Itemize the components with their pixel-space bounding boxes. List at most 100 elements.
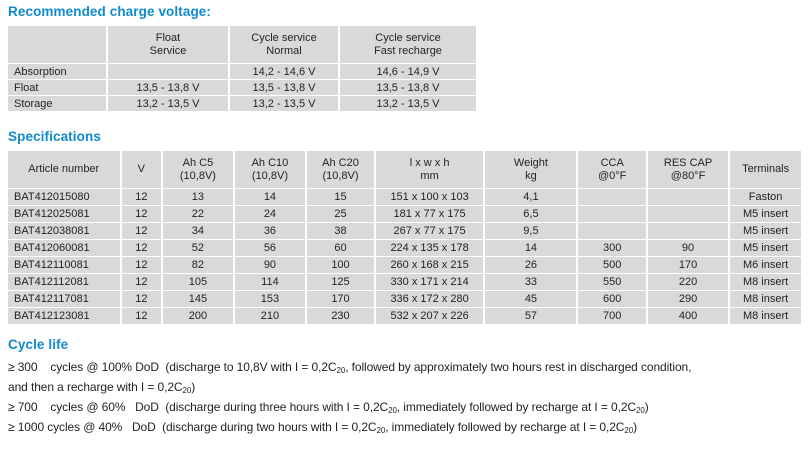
cycle-life-line: ≥ 300 cycles @ 100% DoD (discharge to 10… bbox=[8, 358, 803, 378]
table-cell bbox=[647, 223, 729, 239]
text-segment: ) bbox=[644, 400, 649, 414]
subscript-text: 20 bbox=[182, 386, 192, 395]
text-segment: , followed by approximately two hours re… bbox=[345, 360, 692, 374]
table-cell: 90 bbox=[647, 240, 729, 256]
table-cell: BAT412060081 bbox=[8, 240, 120, 256]
table-cell bbox=[647, 206, 729, 222]
table-cell: M5 insert bbox=[730, 206, 801, 222]
text-segment: ) bbox=[191, 380, 196, 394]
table-cell: 151 x 100 x 103 bbox=[375, 189, 484, 205]
table-cell: 300 bbox=[578, 240, 646, 256]
table-cell: BAT412117081 bbox=[8, 291, 120, 307]
table-cell: 14,2 - 14,6 V bbox=[230, 64, 338, 79]
table-row: BAT412112081 12 105 114 125 330 x 171 x 214 33… bbox=[8, 274, 801, 290]
table-cell: 12 bbox=[121, 223, 162, 239]
table-cell: 290 bbox=[647, 291, 729, 307]
subscript-text: 20 bbox=[624, 426, 634, 435]
column-header: Article number bbox=[8, 151, 120, 188]
table-cell bbox=[578, 189, 646, 205]
table-cell: 26 bbox=[485, 257, 577, 273]
table-cell: 22 bbox=[163, 206, 233, 222]
table-cell: 153 bbox=[234, 291, 306, 307]
text-segment: , immediately followed by recharge at I … bbox=[385, 420, 625, 434]
table-cell: 52 bbox=[163, 240, 233, 256]
column-header: Cycle service Fast recharge bbox=[340, 26, 476, 63]
charge-voltage-section: Recommended charge voltage: Float Servic… bbox=[8, 4, 803, 112]
table-cell: 114 bbox=[234, 274, 306, 290]
table-cell: 230 bbox=[307, 308, 374, 324]
table-cell: M8 insert bbox=[730, 291, 801, 307]
table-cell: 82 bbox=[163, 257, 233, 273]
table-cell: 224 x 135 x 178 bbox=[375, 240, 484, 256]
text-segment: , immediately followed by recharge at I … bbox=[396, 400, 636, 414]
table-row: BAT412025081 12 22 24 25 181 x 77 x 175 6,5 M5 … bbox=[8, 206, 801, 222]
table-cell: 25 bbox=[307, 206, 374, 222]
table-cell: 38 bbox=[307, 223, 374, 239]
table-cell: 4,1 bbox=[485, 189, 577, 205]
table-cell: 14 bbox=[485, 240, 577, 256]
table-cell: Faston bbox=[730, 189, 801, 205]
table-cell: M5 insert bbox=[730, 223, 801, 239]
table-row: BAT412110081 12 82 90 100 260 x 168 x 215 26 50… bbox=[8, 257, 801, 273]
table-cell: 13,5 - 13,8 V bbox=[230, 80, 338, 95]
text-segment: and then a recharge with I = 0,2C bbox=[8, 380, 183, 394]
table-cell: BAT412123081 bbox=[8, 308, 120, 324]
cycle-life-title: Cycle life bbox=[8, 337, 69, 352]
charge-voltage-table: Float Service Cycle service Normal Cycle s… bbox=[6, 25, 478, 112]
table-cell: Absorption bbox=[8, 64, 106, 79]
specifications-body: BAT412015080 12 13 14 15 151 x 100 x 103 4,1 Fa… bbox=[8, 189, 801, 324]
table-cell: 24 bbox=[234, 206, 306, 222]
table-cell: 550 bbox=[578, 274, 646, 290]
column-header: Cycle service Normal bbox=[230, 26, 338, 63]
table-cell: 56 bbox=[234, 240, 306, 256]
table-row: Float 13,5 - 13,8 V 13,5 - 13,8 V 13,5 - 13… bbox=[8, 80, 476, 95]
table-cell: 13 bbox=[163, 189, 233, 205]
subscript-text: 20 bbox=[336, 366, 346, 375]
table-row: Absorption 14,2 - 14,6 V 14,6 - 14,9 V bbox=[8, 64, 476, 79]
table-cell: 12 bbox=[121, 291, 162, 307]
cycle-life-line: ≥ 700 cycles @ 60% DoD (discharge during… bbox=[8, 398, 803, 418]
table-cell: 330 x 171 x 214 bbox=[375, 274, 484, 290]
table-cell bbox=[578, 206, 646, 222]
text-segment: ≥ 700 cycles @ 60% DoD (discharge during… bbox=[8, 400, 389, 414]
table-cell: 15 bbox=[307, 189, 374, 205]
table-cell: M5 insert bbox=[730, 240, 801, 256]
table-cell: 220 bbox=[647, 274, 729, 290]
table-cell: 34 bbox=[163, 223, 233, 239]
specifications-title: Specifications bbox=[8, 129, 101, 144]
table-cell: M8 insert bbox=[730, 308, 801, 324]
table-cell: 13,5 - 13,8 V bbox=[108, 80, 228, 95]
table-cell: M6 insert bbox=[730, 257, 801, 273]
table-cell: 181 x 77 x 175 bbox=[375, 206, 484, 222]
table-cell: BAT412038081 bbox=[8, 223, 120, 239]
charge-voltage-header: Float Service Cycle service Normal Cycle s… bbox=[8, 26, 476, 63]
column-header: Float Service bbox=[108, 26, 228, 63]
table-cell: 12 bbox=[121, 189, 162, 205]
column-header bbox=[8, 26, 106, 63]
table-cell: Storage bbox=[8, 96, 106, 111]
subscript-text: 20 bbox=[388, 406, 397, 415]
column-header: l x w x h mm bbox=[375, 151, 484, 188]
cycle-life-line: ≥ 1000 cycles @ 40% DoD (discharge durin… bbox=[8, 418, 803, 438]
column-header: Terminals bbox=[730, 151, 801, 188]
table-cell: 12 bbox=[121, 206, 162, 222]
table-cell: 90 bbox=[234, 257, 306, 273]
table-cell: 210 bbox=[234, 308, 306, 324]
table-cell: 33 bbox=[485, 274, 577, 290]
table-cell bbox=[108, 64, 228, 79]
cycle-life-text: ≥ 300 cycles @ 100% DoD (discharge to 10… bbox=[8, 358, 803, 438]
table-cell: 14 bbox=[234, 189, 306, 205]
table-cell: 13,5 - 13,8 V bbox=[340, 80, 476, 95]
specifications-table: Article number V Ah C5 (10,8V) Ah C10 (10,8… bbox=[6, 150, 803, 325]
table-cell: 700 bbox=[578, 308, 646, 324]
table-cell: 12 bbox=[121, 257, 162, 273]
table-cell: Float bbox=[8, 80, 106, 95]
table-cell: 170 bbox=[647, 257, 729, 273]
table-cell: 400 bbox=[647, 308, 729, 324]
column-header: V bbox=[121, 151, 162, 188]
table-cell: 13,2 - 13,5 V bbox=[108, 96, 228, 111]
table-cell: 36 bbox=[234, 223, 306, 239]
table-cell: 200 bbox=[163, 308, 233, 324]
table-cell bbox=[578, 223, 646, 239]
table-cell: 260 x 168 x 215 bbox=[375, 257, 484, 273]
